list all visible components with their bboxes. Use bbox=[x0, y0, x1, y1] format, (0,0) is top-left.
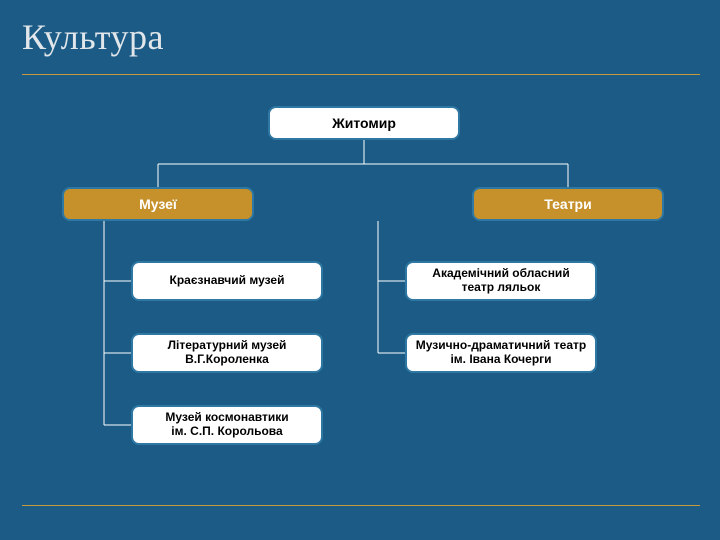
slide: Культура Житомир Музеї Театри Краєзнавчи… bbox=[0, 0, 720, 540]
connectors bbox=[0, 0, 720, 540]
